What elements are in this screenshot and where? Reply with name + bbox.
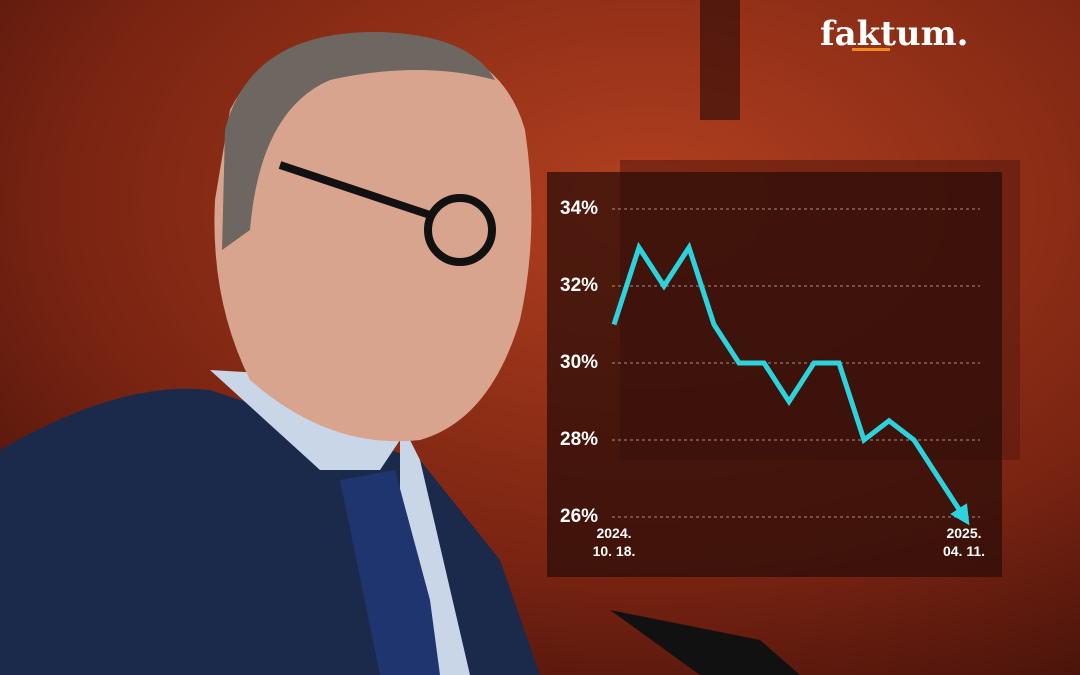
glasses [424,194,496,266]
y-tick-label: 34% [560,198,598,219]
face [214,34,532,442]
y-tick-label: 30% [560,352,598,373]
logo: faktum. [820,14,969,54]
microphone [610,610,800,675]
chart-panel [547,172,1002,577]
y-tick-label: 28% [560,429,598,450]
bg-post [700,0,740,120]
x-tick-label: 2024. 10. 18. [592,525,636,559]
hair [222,31,495,250]
y-tick-label: 26% [560,506,598,527]
logo-accent [852,48,890,51]
tie [340,470,440,675]
glasses-arm [278,161,432,219]
chart: 26% 28% 30% 32% 34% [560,198,980,527]
line [611,241,970,526]
y-tick-label: 32% [560,275,598,296]
x-tick-label: 2025. 04. 11. [942,525,986,559]
